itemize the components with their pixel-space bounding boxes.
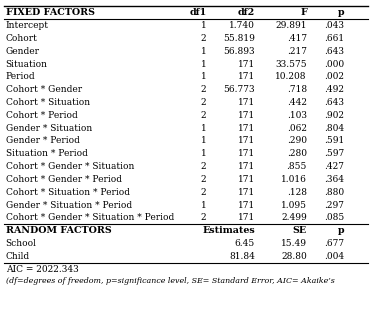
Text: School: School: [6, 239, 36, 248]
Text: .280: .280: [287, 149, 307, 158]
Text: 2: 2: [201, 175, 206, 184]
Text: 10.208: 10.208: [275, 72, 307, 81]
Text: 1: 1: [201, 21, 206, 30]
Text: 171: 171: [238, 162, 255, 171]
Text: Cohort * Situation * Period: Cohort * Situation * Period: [6, 188, 129, 197]
Text: .004: .004: [324, 252, 344, 261]
Text: 171: 171: [238, 60, 255, 68]
Text: FIXED FACTORS: FIXED FACTORS: [6, 8, 94, 17]
Text: 55.819: 55.819: [223, 34, 255, 43]
Text: .417: .417: [287, 34, 307, 43]
Text: .000: .000: [324, 60, 344, 68]
Text: Gender * Situation: Gender * Situation: [6, 124, 92, 133]
Text: .492: .492: [324, 85, 344, 94]
Text: SE: SE: [293, 226, 307, 235]
Text: Cohort * Gender * Situation: Cohort * Gender * Situation: [6, 162, 134, 171]
Text: 2: 2: [201, 162, 206, 171]
Text: 171: 171: [238, 72, 255, 81]
Text: df1: df1: [189, 8, 206, 17]
Text: Gender * Period: Gender * Period: [6, 136, 80, 146]
Text: 2: 2: [201, 34, 206, 43]
Text: .364: .364: [324, 175, 344, 184]
Text: .217: .217: [287, 47, 307, 56]
Text: Child: Child: [6, 252, 30, 261]
Text: Intercept: Intercept: [6, 21, 49, 30]
Text: (df=degrees of freedom, p=significance level, SE= Standard Error, AIC= Akaike’s: (df=degrees of freedom, p=significance l…: [6, 277, 334, 285]
Text: 2: 2: [201, 85, 206, 94]
Text: .677: .677: [324, 239, 344, 248]
Text: 2: 2: [201, 188, 206, 197]
Text: 1.095: 1.095: [281, 201, 307, 210]
Text: AIC = 2022.343: AIC = 2022.343: [6, 265, 78, 274]
Text: .085: .085: [324, 213, 344, 222]
Text: Situation: Situation: [6, 60, 48, 68]
Text: 171: 171: [238, 149, 255, 158]
Text: 2.499: 2.499: [281, 213, 307, 222]
Text: RANDOM FACTORS: RANDOM FACTORS: [6, 226, 111, 235]
Text: .661: .661: [324, 34, 344, 43]
Text: 1: 1: [201, 60, 206, 68]
Text: .103: .103: [287, 111, 307, 120]
Text: .442: .442: [287, 98, 307, 107]
Text: 1: 1: [201, 47, 206, 56]
Text: 171: 171: [238, 111, 255, 120]
Text: 2: 2: [201, 213, 206, 222]
Text: .062: .062: [287, 124, 307, 133]
Text: 171: 171: [238, 201, 255, 210]
Text: .902: .902: [324, 111, 344, 120]
Text: 56.773: 56.773: [223, 85, 255, 94]
Text: 1.740: 1.740: [229, 21, 255, 30]
Text: 171: 171: [238, 136, 255, 146]
Text: Cohort * Situation: Cohort * Situation: [6, 98, 90, 107]
Text: p: p: [337, 8, 344, 17]
Text: Gender * Situation * Period: Gender * Situation * Period: [6, 201, 132, 210]
Text: 1: 1: [201, 124, 206, 133]
Text: Cohort * Period: Cohort * Period: [6, 111, 77, 120]
Text: F: F: [300, 8, 307, 17]
Text: 171: 171: [238, 213, 255, 222]
Text: 1: 1: [201, 72, 206, 81]
Text: 6.45: 6.45: [235, 239, 255, 248]
Text: Cohort * Gender: Cohort * Gender: [6, 85, 82, 94]
Text: Estimates: Estimates: [202, 226, 255, 235]
Text: .855: .855: [286, 162, 307, 171]
Text: Cohort * Gender * Situation * Period: Cohort * Gender * Situation * Period: [6, 213, 174, 222]
Text: 171: 171: [238, 188, 255, 197]
Text: 171: 171: [238, 124, 255, 133]
Text: 15.49: 15.49: [281, 239, 307, 248]
Text: .128: .128: [287, 188, 307, 197]
Text: 81.84: 81.84: [229, 252, 255, 261]
Text: Gender: Gender: [6, 47, 39, 56]
Text: .880: .880: [324, 188, 344, 197]
Text: .643: .643: [324, 98, 344, 107]
Text: Period: Period: [6, 72, 35, 81]
Text: .591: .591: [324, 136, 344, 146]
Text: 2: 2: [201, 111, 206, 120]
Text: Cohort * Gender * Period: Cohort * Gender * Period: [6, 175, 122, 184]
Text: p: p: [337, 226, 344, 235]
Text: Situation * Period: Situation * Period: [6, 149, 87, 158]
Text: .643: .643: [324, 47, 344, 56]
Text: 171: 171: [238, 98, 255, 107]
Text: 29.891: 29.891: [275, 21, 307, 30]
Text: .427: .427: [324, 162, 344, 171]
Text: df2: df2: [238, 8, 255, 17]
Text: 171: 171: [238, 175, 255, 184]
Text: 56.893: 56.893: [223, 47, 255, 56]
Text: Cohort: Cohort: [6, 34, 38, 43]
Text: 2: 2: [201, 98, 206, 107]
Text: .597: .597: [324, 149, 344, 158]
Text: .002: .002: [324, 72, 344, 81]
Text: 33.575: 33.575: [275, 60, 307, 68]
Text: .290: .290: [287, 136, 307, 146]
Text: 28.80: 28.80: [281, 252, 307, 261]
Text: .043: .043: [324, 21, 344, 30]
Text: 1: 1: [201, 136, 206, 146]
Text: 1: 1: [201, 149, 206, 158]
Text: 1.016: 1.016: [281, 175, 307, 184]
Text: 1: 1: [201, 201, 206, 210]
Text: .297: .297: [324, 201, 344, 210]
Text: .718: .718: [287, 85, 307, 94]
Text: .804: .804: [324, 124, 344, 133]
